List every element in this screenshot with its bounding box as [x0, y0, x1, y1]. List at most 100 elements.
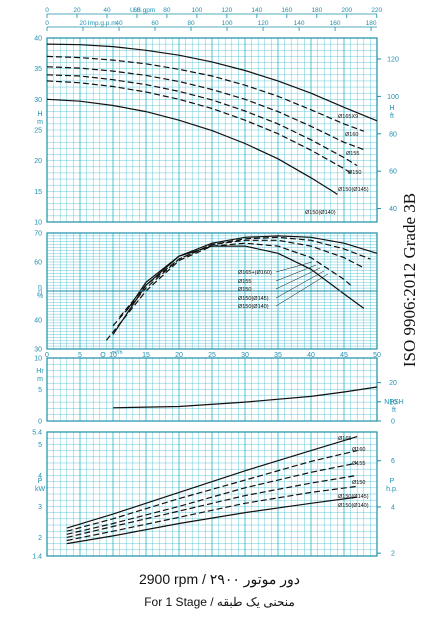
- series-label: Ø150(Ø145): [238, 296, 269, 302]
- npsh-ft-axis-unit: ft: [392, 407, 396, 414]
- curve-power--150-145-: [66, 485, 358, 542]
- grid-head: [46, 37, 378, 223]
- curve-power--150: [66, 474, 358, 538]
- curve-head--160: [46, 55, 365, 132]
- series-leader-line: [275, 261, 313, 273]
- y-tick-label: 10: [34, 356, 42, 363]
- x-tick-label: 15: [142, 352, 150, 359]
- series-label: Ø160: [345, 132, 358, 138]
- y-tick-label: 3: [38, 504, 42, 511]
- series-label: Ø155: [238, 279, 251, 285]
- y-tick-label: 0: [38, 419, 42, 426]
- head-axis-unit: m: [37, 119, 43, 126]
- impgpm-tick-label: 80: [187, 20, 195, 27]
- curve-npsh-NPSH: [112, 386, 378, 409]
- y-tick-label: 1.4: [32, 554, 42, 561]
- y-tick-label: 4: [38, 473, 42, 480]
- impgpm-tick-label: 100: [222, 20, 233, 27]
- series-label: Ø155: [352, 461, 365, 467]
- panel-frame-npsh: [46, 357, 378, 422]
- x-tick-label: 50: [373, 352, 381, 359]
- usgpm-tick-label: 0: [45, 7, 49, 14]
- y-tick-label: η: [38, 289, 42, 296]
- efficiency-axis-unit: %: [37, 293, 43, 300]
- curve-head--155: [46, 66, 365, 151]
- impgpm-tick-label: 20: [79, 20, 87, 27]
- efficiency-axis-title: η: [38, 284, 42, 291]
- usgpm-tick-label: 200: [341, 7, 352, 14]
- y2-tick-label: 0: [391, 419, 395, 426]
- y-tick-label: 40: [34, 318, 42, 325]
- impgpm-axis-title: Imp.g.p.m.: [88, 20, 119, 27]
- series-leader-line: [275, 273, 329, 307]
- x-tick-label: 35: [274, 352, 282, 359]
- impgpm-tick-label: 140: [294, 20, 305, 27]
- series-label: Ø150(Ø140): [238, 304, 269, 310]
- usgpm-tick-label: 20: [73, 7, 81, 14]
- head-axis-title: H: [37, 111, 42, 118]
- y2-tick-label: 6: [391, 458, 395, 465]
- x-tick-label: 20: [175, 352, 183, 359]
- usgpm-tick-label: 140: [251, 7, 262, 14]
- y-tick-label: 40: [34, 36, 42, 43]
- usgpm-tick-label: 120: [221, 7, 232, 14]
- x-axis-title: Q: [100, 352, 106, 359]
- y-tick-label: 5: [38, 442, 42, 449]
- grid-power: [46, 431, 378, 557]
- grid-npsh: [46, 357, 378, 422]
- usgpm-tick-label: 180: [311, 7, 322, 14]
- y-tick-label: 35: [34, 66, 42, 73]
- curve-head--150: [46, 74, 358, 167]
- series-label: Ø165X9: [338, 114, 358, 120]
- y-tick-label: 5.4: [32, 430, 42, 437]
- series-label: Ø150(Ø145): [338, 494, 369, 500]
- x-axis-unit: m³/h: [112, 350, 123, 356]
- y-tick-label: 2: [38, 535, 42, 542]
- series-label: Ø150: [348, 170, 361, 176]
- usgpm-axis-title: U.S.gpm: [130, 7, 155, 14]
- panel-frame-power: [46, 431, 378, 557]
- series-label: Ø150(Ø140): [338, 503, 369, 509]
- curve-head--165X9: [46, 43, 378, 122]
- y-tick-label: 30: [34, 347, 42, 354]
- y-tick-label: 30: [34, 97, 42, 104]
- power-hp-axis-unit: h.p.: [386, 486, 398, 493]
- curve-efficiency--150: [112, 239, 365, 327]
- curve-head--150-140-: [46, 98, 338, 195]
- y-tick-label: 60: [34, 260, 42, 267]
- series-label: Ø150: [352, 480, 365, 486]
- y2-tick-label: 120: [387, 57, 399, 64]
- impgpm-tick-label: 60: [151, 20, 159, 27]
- curve-power--165: [66, 436, 358, 529]
- panel-frame-head: [46, 37, 378, 223]
- curve-head--150-145-: [46, 80, 351, 174]
- curve-power--160: [66, 450, 358, 532]
- curve-efficiency--165-160-: [125, 235, 378, 312]
- npsh-axis-title: Hr: [36, 368, 44, 375]
- y-tick-label: 5: [38, 387, 42, 394]
- y2-tick-label: 80: [389, 131, 397, 138]
- x-tick-label: 30: [241, 352, 249, 359]
- npsh-axis-unit: m: [37, 376, 43, 383]
- usgpm-tick-label: 80: [163, 7, 171, 14]
- y-tick-label: 10: [34, 220, 42, 227]
- y2-tick-label: 2: [391, 551, 395, 558]
- impgpm-tick-label: 180: [366, 20, 377, 27]
- impgpm-tick-label: 120: [258, 20, 269, 27]
- usgpm-tick-label: 100: [191, 7, 202, 14]
- x-tick-label: 10: [109, 352, 117, 359]
- curve-power--150-140-: [66, 496, 358, 545]
- footer-speed: 2900 rpm / دور موتور ۲۹۰۰: [138, 571, 301, 587]
- curve-efficiency--155: [119, 236, 371, 318]
- usgpm-tick-label: 160: [281, 7, 292, 14]
- power-hp-axis-title: P: [390, 478, 395, 485]
- y-tick-label: 25: [34, 128, 42, 135]
- series-label: Ø150(Ø145): [338, 187, 369, 193]
- y-tick-label: 70: [34, 231, 42, 238]
- impgpm-tick-label: 40: [115, 20, 123, 27]
- iso-standard-label: ISO 9906:2012 Grade 3B: [400, 192, 419, 368]
- y2-tick-label: 60: [389, 169, 397, 176]
- y2-tick-label: 10: [389, 399, 397, 406]
- impgpm-tick-label: 0: [45, 20, 49, 27]
